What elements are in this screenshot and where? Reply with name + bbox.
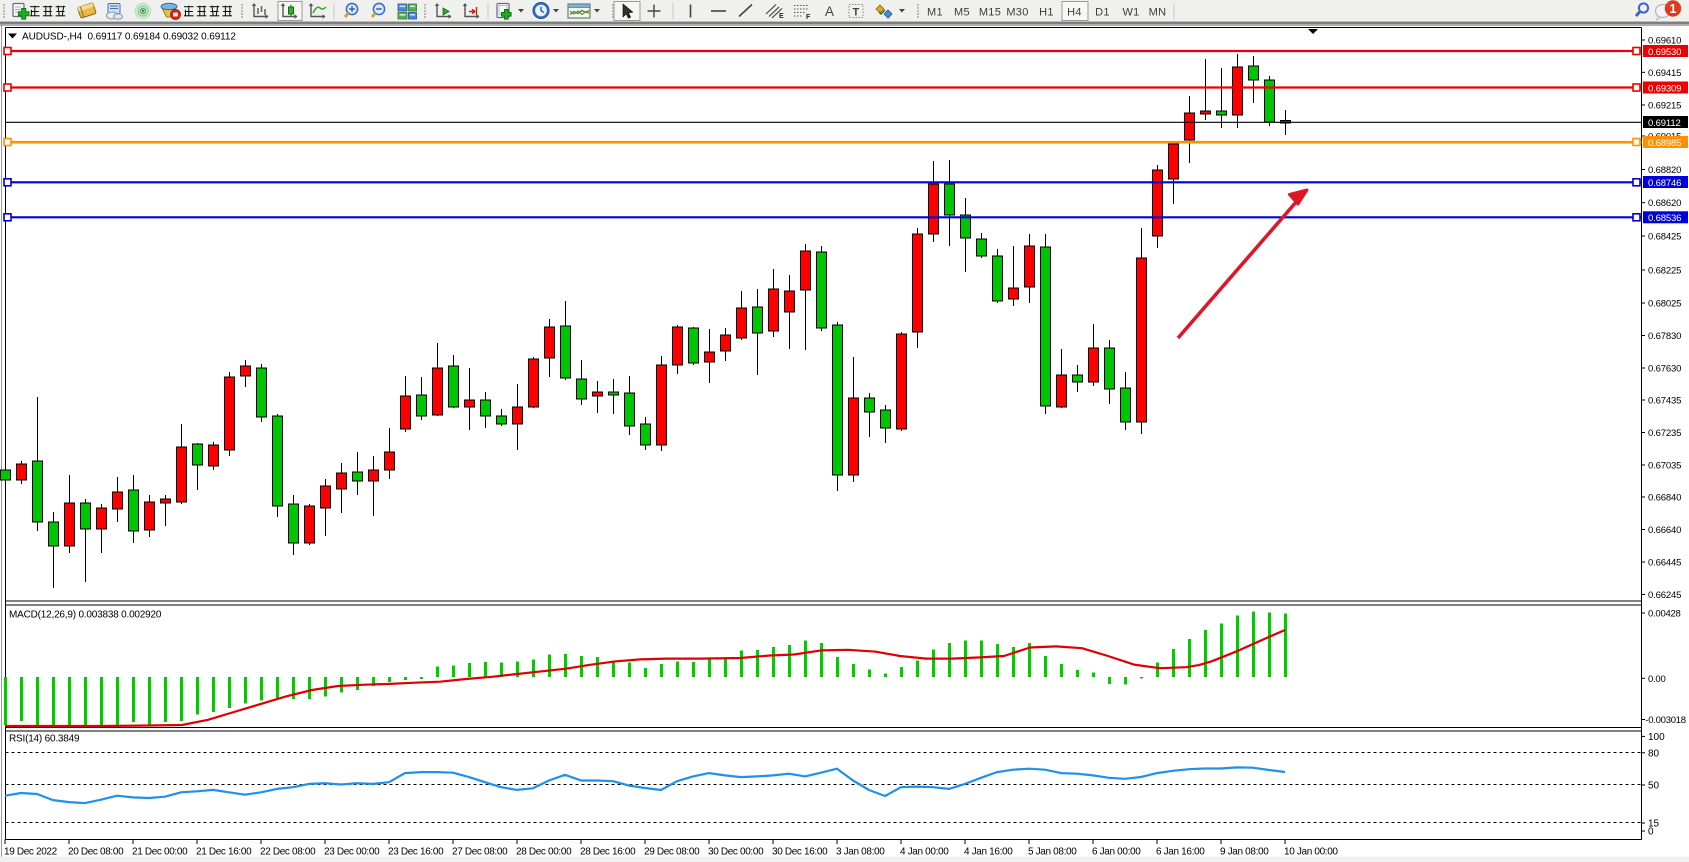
svg-text:10 Jan 00:00: 10 Jan 00:00 [1284,847,1338,858]
svg-text:0.67830: 0.67830 [1648,331,1681,342]
svg-text:H4: H4 [1067,7,1082,19]
svg-text:0.67035: 0.67035 [1648,461,1681,472]
svg-text:30 Dec 00:00: 30 Dec 00:00 [708,847,764,858]
svg-text:0.68536: 0.68536 [1648,213,1681,224]
svg-text:80: 80 [1648,748,1660,759]
svg-text:23 Dec 16:00: 23 Dec 16:00 [388,847,444,858]
svg-text:E: E [779,13,784,20]
svg-text:0.67435: 0.67435 [1648,396,1681,407]
svg-text:0.68025: 0.68025 [1648,299,1681,310]
svg-text:0.66640: 0.66640 [1648,525,1681,536]
svg-text:RSI(14) 60.3849: RSI(14) 60.3849 [9,734,80,745]
svg-text:6 Jan 00:00: 6 Jan 00:00 [1092,847,1141,858]
svg-text:F: F [806,14,811,21]
svg-text:M5: M5 [954,7,970,19]
svg-text:30 Dec 16:00: 30 Dec 16:00 [772,847,828,858]
svg-text:0.68820: 0.68820 [1648,165,1681,176]
svg-text:M30: M30 [1006,7,1028,19]
svg-text:0.00428: 0.00428 [1648,609,1681,620]
svg-text:0.68225: 0.68225 [1648,266,1681,277]
svg-text:0.68425: 0.68425 [1648,232,1681,243]
svg-text:0.66445: 0.66445 [1648,558,1681,569]
svg-text:20 Dec 08:00: 20 Dec 08:00 [68,847,124,858]
svg-text:0.00: 0.00 [1648,674,1666,685]
svg-text:0.69610: 0.69610 [1648,36,1681,47]
svg-text:M1: M1 [927,7,943,19]
svg-text:A: A [825,4,834,19]
svg-text:15: 15 [1648,819,1660,830]
svg-text:D1: D1 [1095,7,1110,19]
svg-text:27 Dec 08:00: 27 Dec 08:00 [452,847,508,858]
svg-text:0.68620: 0.68620 [1648,198,1681,209]
svg-text:0.66840: 0.66840 [1648,493,1681,504]
svg-text:4 Jan 00:00: 4 Jan 00:00 [900,847,949,858]
svg-text:4 Jan 16:00: 4 Jan 16:00 [964,847,1013,858]
svg-text:0.67235: 0.67235 [1648,428,1681,439]
svg-text:W1: W1 [1122,7,1139,19]
svg-text:6 Jan 16:00: 6 Jan 16:00 [1156,847,1205,858]
svg-text:MN: MN [1149,7,1167,19]
svg-text:28 Dec 16:00: 28 Dec 16:00 [580,847,636,858]
svg-text:50: 50 [1648,781,1660,792]
svg-text:0.69415: 0.69415 [1648,68,1681,79]
svg-text:5 Jan 08:00: 5 Jan 08:00 [1028,847,1077,858]
svg-text:22 Dec 08:00: 22 Dec 08:00 [260,847,316,858]
svg-text:28 Dec 00:00: 28 Dec 00:00 [516,847,572,858]
svg-text:21 Dec 00:00: 21 Dec 00:00 [132,847,188,858]
svg-text:H1: H1 [1039,7,1054,19]
svg-text:23 Dec 00:00: 23 Dec 00:00 [324,847,380,858]
svg-text:3 Jan 08:00: 3 Jan 08:00 [836,847,885,858]
svg-text:0.68985: 0.68985 [1648,138,1681,149]
svg-text:AUDUSD-,H4 0.69117 0.69184 0.: AUDUSD-,H4 0.69117 0.69184 0.69032 0.691… [22,32,236,43]
svg-text:0.69112: 0.69112 [1648,118,1681,129]
svg-text:MACD(12,26,9) 0.003838 0.00292: MACD(12,26,9) 0.003838 0.002920 [9,610,162,621]
svg-text:-0.003018: -0.003018 [1645,715,1686,726]
svg-text:0.69215: 0.69215 [1648,101,1681,112]
svg-text:0.69530: 0.69530 [1648,47,1681,58]
svg-text:29 Dec 08:00: 29 Dec 08:00 [644,847,700,858]
svg-text:0: 0 [1648,827,1654,838]
svg-text:0.67630: 0.67630 [1648,364,1681,375]
svg-text:0.69309: 0.69309 [1648,83,1681,94]
svg-text:100: 100 [1648,732,1665,743]
svg-text:19 Dec 2022: 19 Dec 2022 [4,847,58,858]
svg-text:0.66245: 0.66245 [1648,590,1681,601]
svg-text:M15: M15 [979,7,1001,19]
svg-text:0.68746: 0.68746 [1648,178,1681,189]
svg-text:1: 1 [1670,2,1677,16]
svg-text:9 Jan 08:00: 9 Jan 08:00 [1220,847,1269,858]
svg-text:T: T [853,7,860,19]
svg-text:21 Dec 16:00: 21 Dec 16:00 [196,847,252,858]
